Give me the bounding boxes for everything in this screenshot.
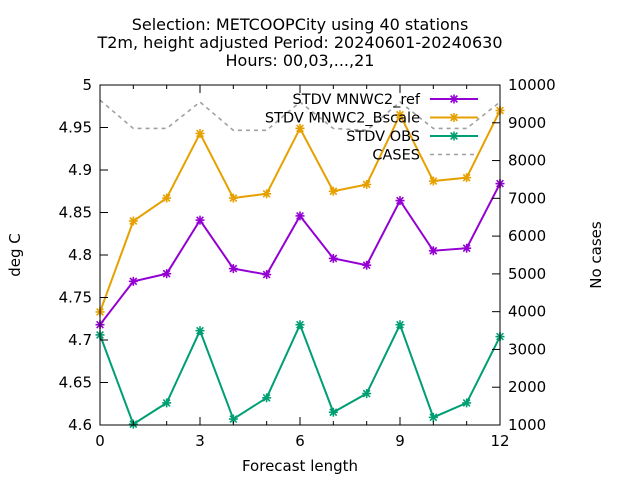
- series-line: [99, 322, 501, 426]
- x-tick-label: 12: [490, 432, 509, 450]
- data-point: [295, 123, 305, 133]
- y2-tick-label: 3000: [508, 340, 546, 358]
- data-point: [295, 320, 305, 330]
- y2-tick-label: 9000: [508, 114, 546, 132]
- legend-marker: [449, 94, 459, 104]
- y-tick-label: 4.6: [68, 416, 92, 434]
- series-1: [95, 106, 505, 317]
- y-tick-label: 4.85: [59, 204, 92, 222]
- title-line-2: T2m, height adjusted Period: 20240601-20…: [96, 33, 502, 52]
- data-point: [328, 186, 338, 196]
- legend-label: STDV MNWC2_ref: [293, 92, 421, 108]
- data-point: [162, 269, 172, 279]
- y2-axis-label: No cases: [587, 221, 605, 289]
- y-tick-label: 4.8: [68, 246, 92, 264]
- data-point: [162, 193, 172, 203]
- series-3: [99, 99, 501, 132]
- series-0: [95, 179, 505, 330]
- data-point: [128, 276, 138, 286]
- data-point: [262, 270, 272, 280]
- data-point: [195, 215, 205, 225]
- data-point: [162, 398, 172, 408]
- data-point: [328, 407, 338, 417]
- series-line: [99, 99, 501, 132]
- data-point: [295, 211, 305, 221]
- data-point: [462, 398, 472, 408]
- legend-label: CASES: [372, 148, 420, 164]
- data-point: [228, 264, 238, 274]
- data-point: [228, 193, 238, 203]
- legend: STDV MNWC2_ref STDV MNWC2_Bscale STDV OBS C…: [265, 92, 478, 164]
- y-axis-left: 4.6 4.65 4.7 4.75 4.8 4.85 4.9 4.95 5: [59, 76, 108, 434]
- data-point: [428, 246, 438, 256]
- y2-tick-label: 10000: [508, 76, 556, 94]
- y-tick-label: 4.7: [68, 331, 92, 349]
- legend-marker: [449, 131, 459, 141]
- data-point: [395, 320, 405, 330]
- y2-tick-label: 7000: [508, 189, 546, 207]
- chart-title: Selection: METCOOPCity using 40 stations…: [96, 15, 502, 70]
- title-line-3: Hours: 00,03,...,21: [226, 51, 375, 70]
- legend-label: STDV OBS: [346, 129, 420, 145]
- data-point: [128, 216, 138, 226]
- y-tick-label: 4.75: [59, 289, 92, 307]
- series-2: [95, 320, 505, 429]
- data-point: [262, 393, 272, 403]
- y2-tick-label: 5000: [508, 265, 546, 283]
- y-axis-right: 1000 2000 3000 4000 5000 6000 7000 8000 9000 1000…: [492, 76, 556, 434]
- data-point: [195, 128, 205, 138]
- data-point: [362, 260, 372, 270]
- data-point: [362, 179, 372, 189]
- data-point: [428, 412, 438, 422]
- series-line: [99, 183, 501, 326]
- data-point: [462, 243, 472, 253]
- data-point: [362, 389, 372, 399]
- title-line-1: Selection: METCOOPCity using 40 stations: [132, 15, 469, 34]
- legend-label: STDV MNWC2_Bscale: [265, 111, 420, 127]
- y-tick-label: 5: [82, 76, 92, 94]
- y2-tick-label: 8000: [508, 152, 546, 170]
- y-tick-label: 4.65: [59, 374, 92, 392]
- y2-tick-label: 2000: [508, 378, 546, 396]
- data-point: [328, 253, 338, 263]
- y2-tick-label: 1000: [508, 416, 546, 434]
- series-line: [99, 110, 501, 313]
- y2-tick-label: 6000: [508, 227, 546, 245]
- x-tick-label: 9: [395, 432, 405, 450]
- y-tick-label: 4.9: [68, 161, 92, 179]
- y2-tick-label: 4000: [508, 303, 546, 321]
- x-axis-label: Forecast length: [242, 457, 358, 475]
- data-point: [395, 110, 405, 120]
- x-tick-label: 0: [95, 432, 105, 450]
- data-point: [195, 326, 205, 336]
- x-axis: 0 3 6 9 12: [95, 85, 510, 450]
- data-point: [262, 189, 272, 199]
- data-point: [428, 176, 438, 186]
- x-tick-label: 6: [295, 432, 305, 450]
- legend-marker: [449, 113, 459, 122]
- data-point: [462, 173, 472, 183]
- series-layer: [95, 99, 505, 429]
- data-point: [395, 196, 405, 206]
- y-tick-label: 4.95: [59, 119, 92, 137]
- x-tick-label: 3: [195, 432, 205, 450]
- y-axis-label: deg C: [6, 233, 24, 277]
